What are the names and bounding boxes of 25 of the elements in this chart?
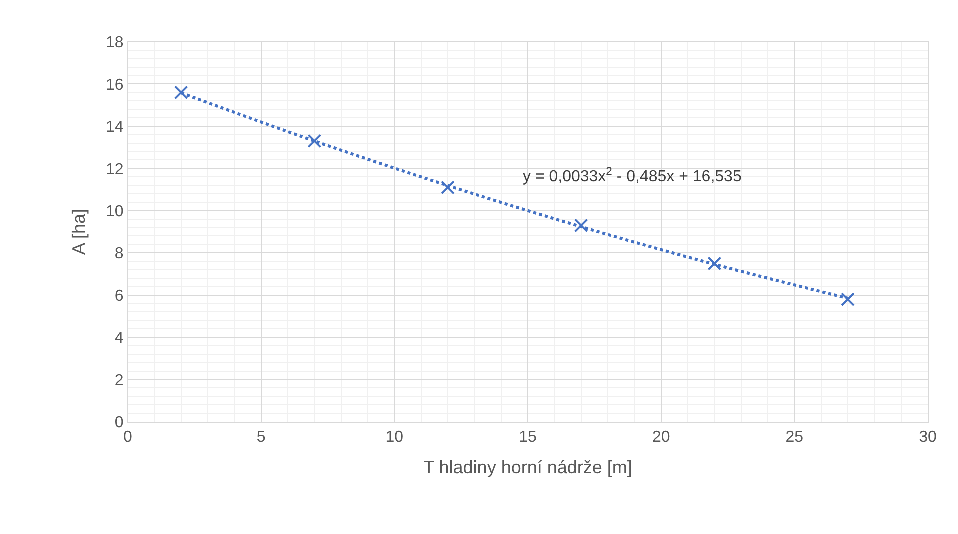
x-tick-label: 30	[919, 429, 937, 446]
y-tick-label: 16	[106, 76, 124, 94]
y-tick-label: 0	[114, 414, 124, 432]
annotation: y = 0,0033x$^{2}$ - 0,485x + 16,535	[523, 166, 742, 186]
x-axis-title: T hladiny horní nádrže [m]	[424, 457, 632, 478]
y-axis-title: A [ha]	[69, 208, 90, 256]
point	[708, 256, 722, 271]
y-tick-label: 6	[114, 288, 124, 305]
y-tick-label: 2	[114, 372, 124, 390]
point	[841, 292, 855, 307]
x-tick-label: 25	[786, 429, 804, 446]
y-tick-label: 10	[106, 203, 124, 220]
point	[574, 218, 588, 233]
y-tick-label: 18	[106, 34, 124, 52]
x-tick-label: 20	[652, 429, 670, 446]
point	[174, 86, 188, 100]
x-tick-label: 15	[519, 429, 537, 446]
x-tick-label: 10	[386, 429, 404, 446]
x-tick-label: 5	[256, 429, 266, 446]
y-tick-label: 14	[106, 119, 124, 136]
point	[308, 134, 322, 148]
y-tick-label: 12	[106, 161, 124, 178]
y-tick-label: 4	[114, 330, 124, 348]
point	[441, 180, 455, 195]
y-tick-label: 8	[114, 246, 124, 263]
